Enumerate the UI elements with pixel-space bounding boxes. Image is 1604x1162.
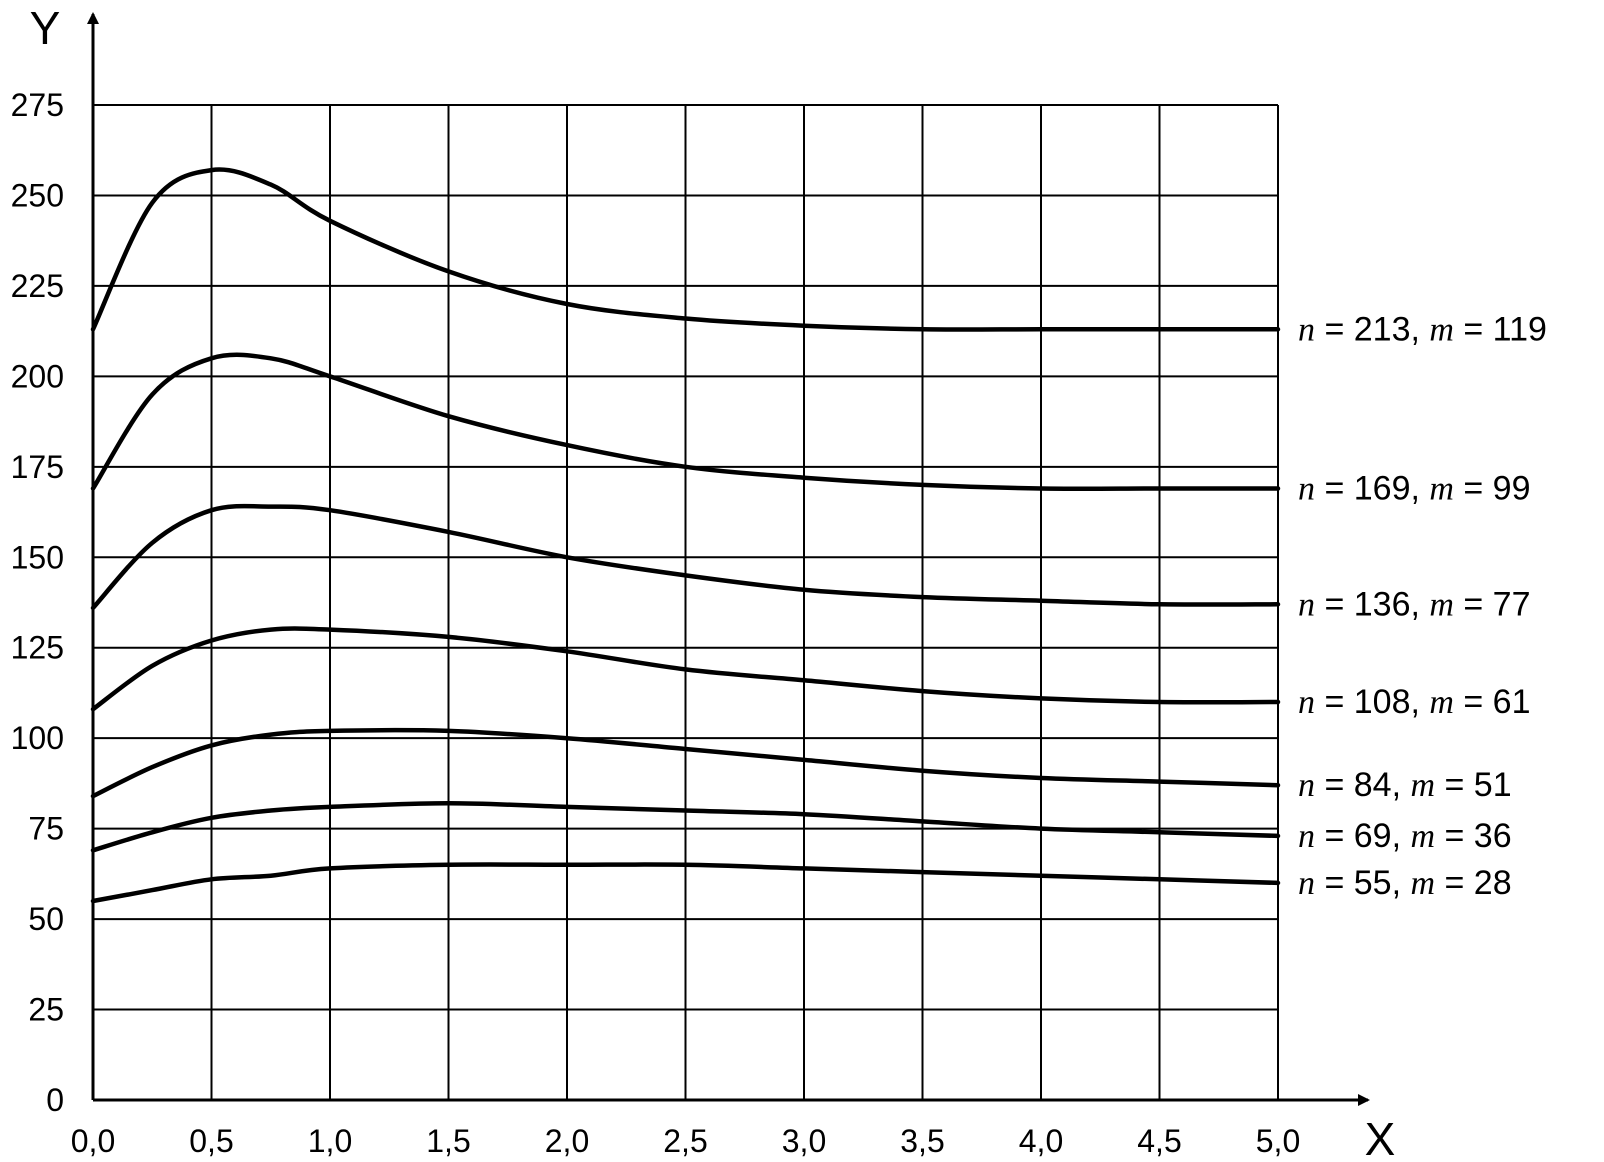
y-tick-label: 275 <box>11 87 64 123</box>
series-label: n = 84, m = 51 <box>1298 766 1512 804</box>
x-tick-label: 2,5 <box>663 1123 707 1159</box>
y-tick-label: 75 <box>28 811 64 847</box>
x-tick-label: 0,0 <box>71 1123 115 1159</box>
y-tick-label: 150 <box>11 539 64 575</box>
curves <box>90 167 1281 904</box>
x-axis-label: X <box>1365 1113 1396 1162</box>
series-label: n = 136, m = 77 <box>1298 585 1531 623</box>
series-label: n = 108, m = 61 <box>1298 683 1531 721</box>
series-line <box>90 862 1281 904</box>
x-tick-label: 4,0 <box>1019 1123 1063 1159</box>
x-tick-label: 3,5 <box>900 1123 944 1159</box>
series-line <box>90 727 1281 799</box>
series-labels: n = 213, m = 119 n = 169, m = 99 n = 136, … <box>1298 310 1547 902</box>
y-tick-label: 0 <box>46 1082 64 1118</box>
series-label: n = 69, m = 36 <box>1298 817 1512 855</box>
series-line <box>90 626 1281 712</box>
y-axis-label: Y <box>30 2 61 54</box>
series-line <box>90 352 1281 492</box>
series-label: n = 55, m = 28 <box>1298 864 1512 902</box>
y-tick-label: 50 <box>28 901 64 937</box>
x-tick-label: 5,0 <box>1256 1123 1300 1159</box>
series-line <box>90 503 1281 611</box>
series-line <box>90 801 1281 853</box>
x-tick-label: 3,0 <box>782 1123 826 1159</box>
x-tick-label: 0,5 <box>189 1123 233 1159</box>
tick-labels: 0,0 0,5 1,0 1,5 2,0 2,5 3,0 3,5 4,0 4,5 5,0 0 25 50 75… <box>11 87 1301 1159</box>
x-tick-label: 1,0 <box>308 1123 352 1159</box>
series-line <box>90 167 1281 332</box>
series-label: n = 213, m = 119 <box>1298 310 1547 348</box>
axes: YX <box>30 2 1396 1162</box>
x-tick-label: 4,5 <box>1137 1123 1181 1159</box>
y-tick-label: 250 <box>11 177 64 213</box>
x-tick-label: 1,5 <box>426 1123 470 1159</box>
y-tick-label: 225 <box>11 268 64 304</box>
y-tick-label: 175 <box>11 449 64 485</box>
x-tick-label: 2,0 <box>545 1123 589 1159</box>
y-tick-label: 25 <box>28 992 64 1028</box>
y-tick-label: 100 <box>11 720 64 756</box>
y-tick-label: 200 <box>11 358 64 394</box>
y-tick-label: 125 <box>11 630 64 666</box>
series-label: n = 169, m = 99 <box>1298 470 1531 508</box>
